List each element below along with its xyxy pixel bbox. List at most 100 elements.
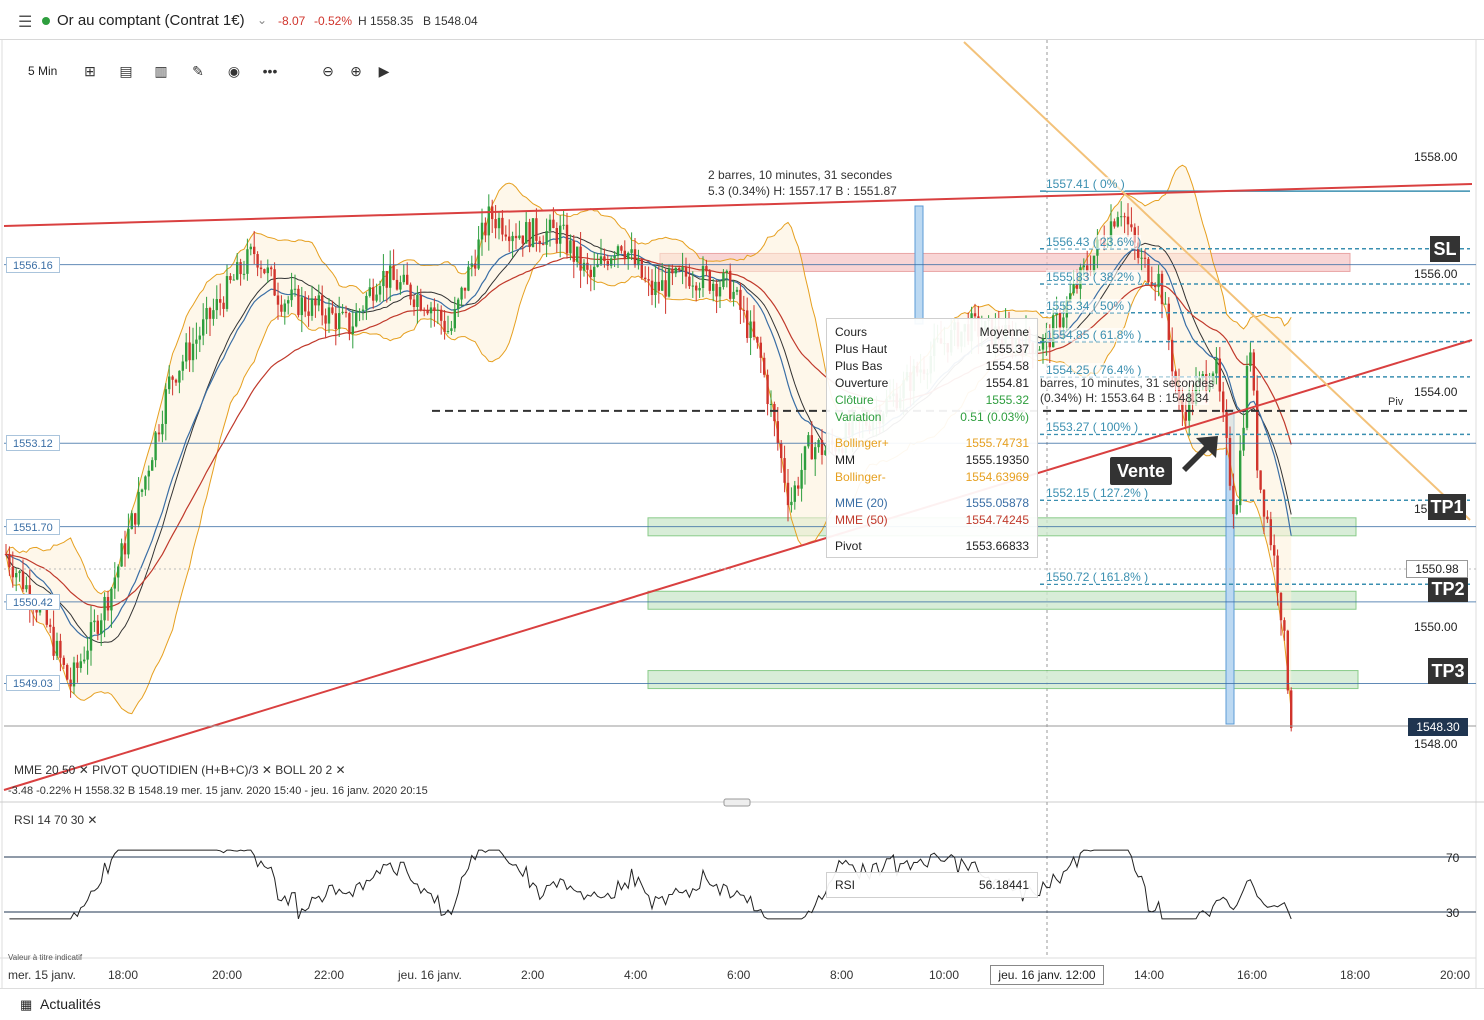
measure2-label-line2: (0.34%) H: 1553.64 B : 1548.34 [1040, 391, 1209, 405]
instrument-title[interactable]: Or au comptant (Contrat 1€) [57, 12, 245, 29]
rsi-tooltip-value: 56.18441 [978, 878, 1029, 892]
candle-body [647, 279, 650, 281]
menu-icon[interactable]: ☰ [18, 14, 33, 31]
candle-body [467, 266, 470, 291]
rsi-legend[interactable]: RSI 14 70 30 ✕ [14, 813, 98, 827]
candle-body [25, 585, 28, 590]
candle-body [1154, 285, 1157, 288]
candle-body [253, 246, 256, 255]
candle-body [718, 287, 722, 297]
x-tick-label: mer. 15 janv. [8, 968, 76, 982]
candle-body [83, 659, 86, 662]
candle-body [514, 235, 518, 239]
change-value: -8.07 [278, 14, 306, 28]
candle-body [705, 266, 708, 272]
candle-body [21, 571, 25, 590]
indicators-legend[interactable]: MME 20 50 ✕ PIVOT QUOTIDIEN (H+B+C)/3 ✕ … [14, 763, 346, 777]
fib-label: 1550.72 ( 161.8% ) [1046, 570, 1149, 585]
candle-body [749, 321, 752, 338]
candle-body [392, 265, 395, 280]
candle-body [460, 287, 463, 300]
zoom-out-icon[interactable]: ⊖ [322, 63, 334, 79]
tooltip-key: Plus Haut [835, 342, 888, 356]
sl-tag: SL [1430, 236, 1460, 262]
candle-body [341, 311, 344, 314]
x-tick-label: 16:00 [1237, 968, 1268, 982]
rsi-level-70: 70 [1446, 851, 1460, 865]
candle-body [606, 261, 609, 266]
candle-body [480, 222, 484, 240]
tooltip-value: 1555.74731 [965, 436, 1029, 450]
candle-body [1184, 412, 1187, 421]
chevron-down-icon[interactable]: ⌄ [257, 13, 268, 27]
candle-body [276, 295, 280, 305]
candle-body [249, 246, 252, 250]
timeframe-select[interactable]: 5 Min [28, 64, 58, 78]
candle-body [123, 543, 127, 555]
candle-body [664, 280, 667, 297]
eye-icon[interactable]: ◉ [227, 63, 241, 79]
panel-resize-handle[interactable] [723, 798, 751, 807]
tooltip-value: 1554.58 [985, 359, 1029, 373]
candle-body [372, 287, 375, 301]
candle-body [494, 219, 497, 229]
candle-body [1222, 391, 1225, 413]
chart-type-icon[interactable]: ▤ [119, 63, 133, 79]
candle-body [474, 263, 477, 269]
candle-body [225, 276, 229, 309]
tooltip-value: 1555.32 [985, 393, 1029, 407]
candle-body [293, 288, 297, 290]
candle-body [283, 303, 286, 312]
candle-body [324, 315, 327, 324]
candle-body [8, 554, 11, 567]
candle-body [701, 266, 705, 288]
tooltip-key: Bollinger+ [835, 436, 889, 450]
candle-body [446, 330, 450, 333]
zoom-in-icon[interactable]: ⊕ [350, 63, 362, 79]
candle-body [263, 269, 266, 274]
candle-body [1249, 352, 1252, 367]
pivot-label: Piv [1388, 396, 1404, 408]
candle-body [164, 389, 167, 424]
candle-body [375, 294, 378, 301]
tooltip-key: Pivot [835, 539, 862, 553]
candle-body [576, 246, 579, 262]
x-tick-label: 22:00 [314, 968, 345, 982]
sell-tag: Vente [1110, 457, 1172, 485]
candle-body [327, 307, 331, 324]
play-icon[interactable]: ▶ [378, 63, 390, 79]
candle-body [644, 277, 647, 280]
price-tooltip: Cours Moyenne Plus Haut 1555.37 Plus Bas 155… [826, 318, 1038, 558]
candle-body [1164, 303, 1167, 305]
candle-body [154, 432, 157, 461]
pen-icon[interactable]: ✎ [192, 63, 204, 79]
candle-body [1266, 516, 1269, 520]
grid-icon[interactable]: ⊞ [84, 63, 96, 79]
candle-body [72, 662, 76, 687]
candle-body [412, 299, 416, 307]
candle-body [307, 311, 310, 316]
candle-body [1123, 216, 1126, 218]
more-icon[interactable]: ••• [262, 63, 278, 79]
news-label[interactable]: Actualités [40, 996, 101, 1012]
news-bar[interactable]: ▦ Actualités [0, 988, 1484, 1020]
candle-body [780, 443, 783, 459]
candle-body [593, 266, 596, 277]
candle-body [304, 297, 307, 312]
x-tick-label: 18:00 [108, 968, 139, 982]
candle-body [453, 309, 456, 329]
candle-body [671, 269, 674, 274]
candle-body [331, 307, 334, 314]
candle-body [623, 250, 626, 260]
candle-body [202, 319, 205, 336]
candle-body [178, 370, 181, 383]
bar-chart-icon[interactable]: ▥ [154, 63, 168, 79]
candle-body [746, 310, 749, 338]
candle-body [358, 311, 361, 313]
x-tick-label: 14:00 [1134, 968, 1165, 982]
candle-body [395, 279, 399, 290]
candle-body [185, 342, 188, 362]
candle-body [552, 219, 555, 229]
candle-body [650, 280, 654, 296]
